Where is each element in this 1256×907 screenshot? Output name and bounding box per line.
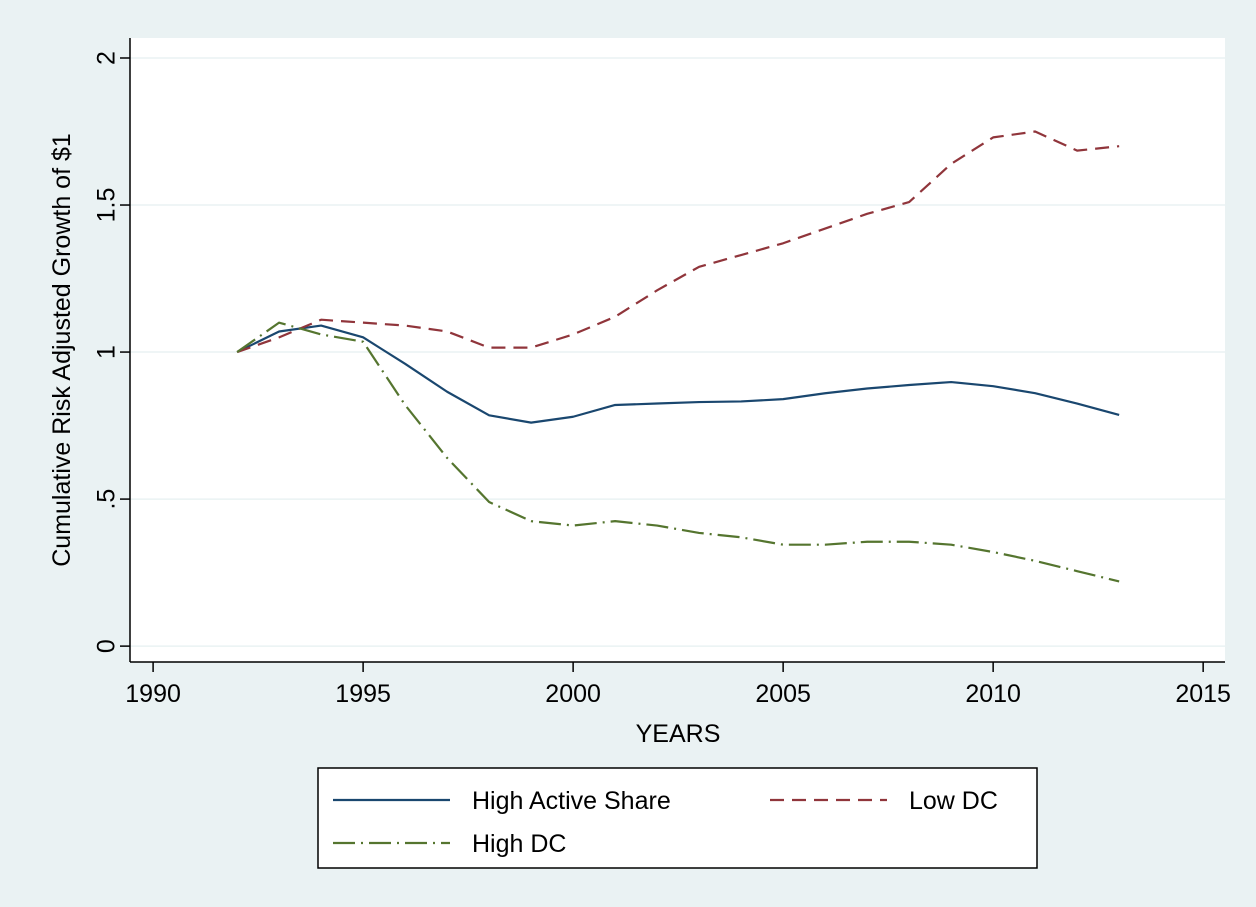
series-line: [236, 130, 1120, 354]
series-line: [236, 324, 1120, 424]
y-tick-label: .5: [93, 489, 121, 510]
legend-label: High DC: [472, 830, 566, 858]
y-tick-label: 1: [93, 345, 121, 359]
x-tick-label: 2005: [755, 680, 811, 708]
y-tick-label: 1.5: [93, 188, 121, 223]
legend: [317, 767, 1038, 869]
y-axis-title: Cumulative Risk Adjusted Growth of $1: [48, 133, 76, 567]
x-axis-title: YEARS: [636, 720, 721, 748]
x-tick-label: 2015: [1175, 680, 1231, 708]
legend-label: High Active Share: [472, 787, 671, 815]
plot-area: [130, 38, 1225, 662]
legend-label: Low DC: [909, 787, 998, 815]
y-tick-label: 0: [93, 639, 121, 653]
y-tick-label: 2: [93, 51, 121, 65]
x-tick-label: 2000: [545, 680, 601, 708]
x-tick-label: 1995: [335, 680, 391, 708]
x-tick-label: 1990: [125, 680, 181, 708]
x-tick-label: 2010: [965, 680, 1021, 708]
series-line: [236, 321, 1120, 583]
